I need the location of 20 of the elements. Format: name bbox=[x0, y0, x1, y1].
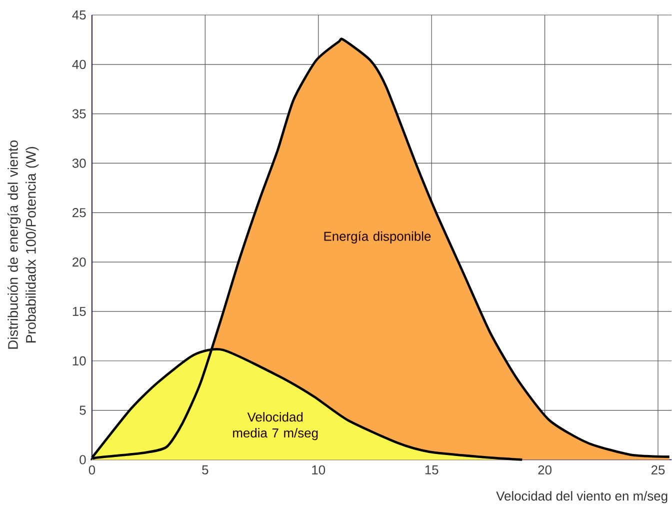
y-tick-label: 45 bbox=[72, 10, 86, 20]
y-tick-label: 5 bbox=[80, 406, 86, 415]
x-tick-label: 5 bbox=[202, 466, 208, 475]
y-tick-label: 25 bbox=[72, 208, 86, 218]
x-tick-label: 25 bbox=[651, 466, 665, 475]
x-tick-label: 10 bbox=[312, 466, 326, 475]
x-axis-title: Velocidad del viento en m/seg bbox=[496, 491, 668, 504]
annotation: Velocidad media 7 m/seg bbox=[233, 412, 318, 440]
y-tick-label: 20 bbox=[72, 258, 86, 267]
y-tick-label: 0 bbox=[80, 455, 86, 464]
y-tick-label: 30 bbox=[72, 158, 86, 168]
y-tick-label: 10 bbox=[72, 356, 86, 366]
x-tick-label: 20 bbox=[538, 466, 552, 475]
y-tick-label: 35 bbox=[72, 109, 86, 119]
x-tick-label: 15 bbox=[425, 466, 438, 475]
y-tick-label: 40 bbox=[72, 60, 86, 70]
annotation: Energía disponible bbox=[324, 231, 431, 244]
y-tick-label: 15 bbox=[72, 307, 86, 316]
x-tick-label: 0 bbox=[88, 466, 96, 475]
y-axis-title: Distribución de energía del viento Probabilidadx 100/Potencia (W) bbox=[8, 140, 39, 349]
